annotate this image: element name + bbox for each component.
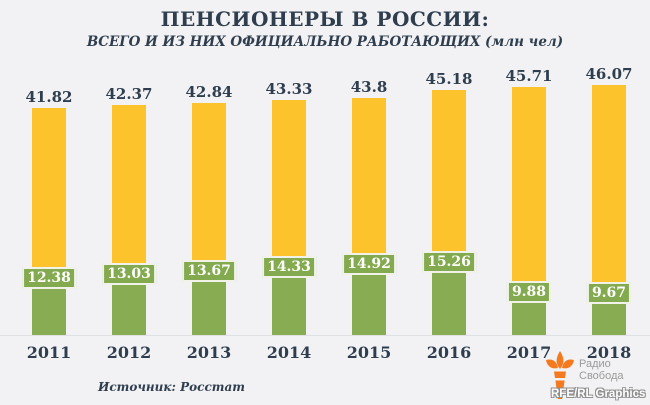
bar-column: 43.33 14.33 [249,81,329,335]
working-value-label: 12.38 [22,266,76,289]
total-value-label: 43.8 [350,77,388,96]
bar-stack: 14.92 [342,97,396,335]
bar-column: 41.82 12.38 [9,89,89,335]
rferl-logo-line1: Радио [579,358,611,370]
bar-column: 43.8 14.92 [329,79,409,335]
working-value-label: 13.03 [102,263,156,286]
source-note: Источник: Росстат [98,380,245,394]
year-label: 2015 [346,343,392,362]
bar-column: 42.37 13.03 [89,86,169,335]
bar-stack: 15.26 [422,90,476,335]
year-label: 2016 [426,343,472,362]
total-value-label: 42.84 [185,82,233,101]
working-value-label: 14.33 [262,256,316,279]
bar-column: 42.84 13.67 [169,84,249,335]
working-value-label: 9.88 [506,280,552,303]
chart-subtitle: ВСЕГО И ИЗ НИХ ОФИЦИАЛЬНО РАБОТАЮЩИХ (мл… [86,34,564,50]
total-value-label: 43.33 [265,80,313,99]
bar-stack: 12.38 [22,108,76,335]
years-row: 2011 2012 2013 2014 2015 2016 2017 2018 [9,335,649,362]
total-value-label: 45.18 [425,70,473,89]
working-value-label: 15.26 [422,251,476,274]
bar-column: 46.07 9.67 [569,66,649,335]
year-label: 2012 [106,343,152,362]
total-value-label: 45.71 [505,67,553,86]
rferl-logo: Радио Свобода [543,350,624,402]
chart-title: ПЕНСИОНЕРЫ В РОССИИ: [160,7,490,31]
graphics-credit: RFE/RL Graphics [551,388,646,400]
bar-stack: 9.67 [586,85,632,335]
bar-column: 45.71 9.88 [489,68,569,335]
bar-column: 45.18 15.26 [409,71,489,335]
rferl-logo-text: Радио Свобода [579,358,624,382]
working-value-label: 14.92 [342,253,396,276]
total-value-label: 46.07 [585,65,633,84]
year-label: 2014 [266,343,312,362]
rferl-logo-line2: Свобода [579,370,624,382]
working-value-label: 13.67 [182,259,236,282]
bar-stack: 13.67 [182,102,236,335]
total-value-label: 42.37 [105,85,153,104]
bar-stack: 13.03 [102,105,156,335]
year-label: 2011 [26,343,72,362]
total-value-label: 41.82 [25,88,73,107]
year-label: 2018 [586,343,632,362]
year-label: 2013 [186,343,232,362]
working-value-label: 9.67 [586,281,632,304]
bars-row: 41.82 12.38 42.37 13.03 42.84 13.67 43.33 14.33… [9,0,649,335]
year-label: 2017 [506,343,552,362]
x-axis-baseline [0,335,650,336]
bar-stack: 9.88 [506,87,552,335]
rferl-torch-icon [546,351,574,399]
bar-stack: 14.33 [262,100,316,335]
